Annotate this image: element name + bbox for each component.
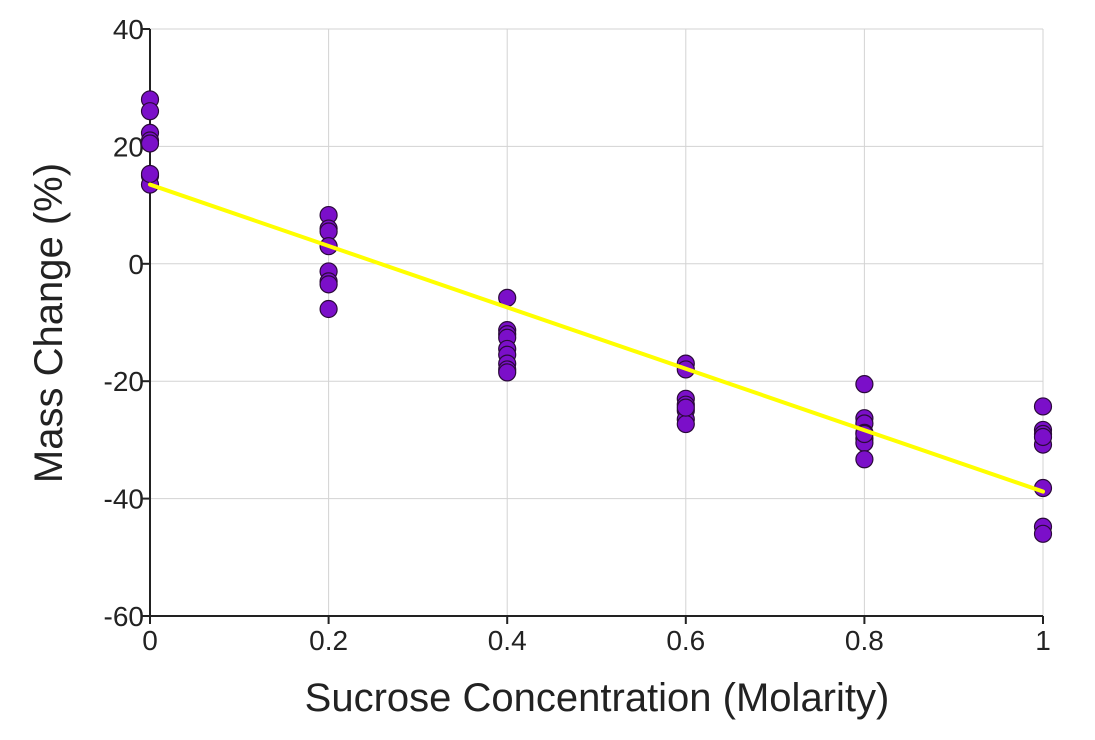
data-point bbox=[1033, 524, 1053, 543]
trendline bbox=[148, 182, 1045, 494]
data-point bbox=[140, 164, 160, 184]
data-point bbox=[140, 134, 160, 153]
y-tick-label: -60 bbox=[104, 601, 144, 632]
data-point bbox=[676, 414, 695, 434]
trendline-group bbox=[148, 182, 1045, 494]
data-point bbox=[1033, 427, 1053, 447]
y-tick-label: 0 bbox=[128, 249, 144, 280]
data-point bbox=[855, 375, 874, 394]
x-axis-title: Sucrose Concentration (Molarity) bbox=[305, 676, 890, 720]
axes bbox=[142, 28, 1044, 624]
y-tick-label: -40 bbox=[104, 484, 144, 515]
data-point bbox=[140, 102, 160, 121]
x-tick-label: 0.4 bbox=[488, 625, 527, 656]
y-tick-label: 40 bbox=[113, 14, 144, 45]
x-tick-label: 0.8 bbox=[845, 625, 884, 656]
data-points bbox=[140, 90, 1053, 543]
y-tick-label: 20 bbox=[113, 131, 144, 162]
data-point bbox=[498, 363, 517, 382]
data-point bbox=[1033, 397, 1053, 416]
x-tick-label: 0.2 bbox=[309, 625, 348, 656]
data-point bbox=[676, 398, 695, 417]
x-tick-label: 0 bbox=[142, 625, 158, 656]
x-tick-label: 1 bbox=[1035, 625, 1051, 656]
grid-lines bbox=[150, 28, 1044, 616]
tick-labels: -60 -40 -20 0 20 40 0 0.2 0.4 0.6 0.8 1 bbox=[104, 14, 1051, 656]
data-point bbox=[319, 275, 338, 294]
y-axis-title: Mass Change (%) bbox=[27, 163, 71, 483]
data-point bbox=[855, 450, 874, 469]
x-tick-label: 0.6 bbox=[666, 625, 705, 656]
data-point bbox=[319, 299, 338, 319]
y-tick-label: -20 bbox=[104, 366, 144, 397]
